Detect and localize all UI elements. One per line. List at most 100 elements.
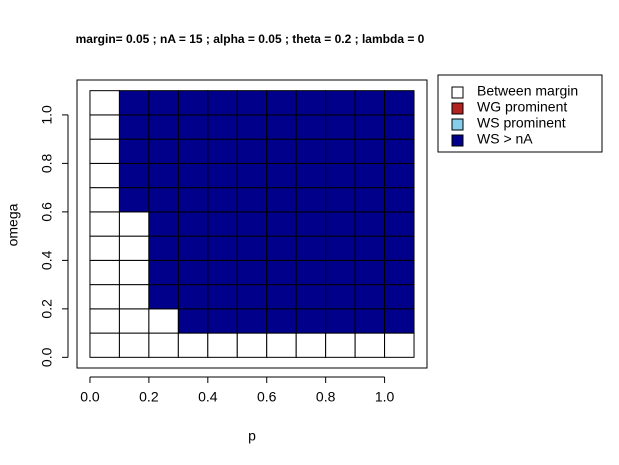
cell [207,114,238,140]
legend-label: WS > nA [477,131,533,147]
cell [354,235,386,261]
y-tick-label: 0.8 [39,153,55,173]
cell [295,259,327,286]
cell [207,235,238,261]
cell [266,90,297,116]
cell [295,308,327,334]
cell [384,308,415,334]
cell [89,138,120,164]
cell [236,162,268,189]
cell [148,138,179,164]
legend-frame [437,74,603,153]
legend-label: Between margin [477,83,578,99]
cell [89,162,120,189]
legend-swatch [451,102,464,115]
cell [384,332,415,358]
cell [148,332,179,358]
cell [354,284,386,310]
cell [295,211,327,237]
cell [148,284,179,310]
cell [118,90,150,116]
cell [266,187,297,213]
cell [295,138,327,164]
cell [295,284,327,310]
legend-label: WG prominent [477,99,567,115]
legend-swatch [451,118,464,131]
cell [177,211,209,237]
cell [177,332,209,358]
cell [325,162,356,189]
cell [207,259,238,286]
cell [177,138,209,164]
cell [148,259,179,286]
cell [325,308,356,334]
cell [207,308,238,334]
y-tick-label: 0.0 [39,347,55,367]
cell [384,90,415,116]
cell [325,211,356,237]
cell [354,187,386,213]
x-tick-label: 0.2 [139,389,159,405]
cell [148,235,179,261]
cell [89,332,120,358]
cell [325,138,356,164]
cell [177,235,209,261]
cell [177,162,209,189]
cell [266,211,297,237]
cell [236,187,268,213]
cell [295,332,327,358]
cell [354,90,386,116]
cell [177,259,209,286]
cell [354,211,386,237]
chart-title: margin= 0.05 ; nA = 15 ; alpha = 0.05 ; … [76,32,425,46]
cell [384,211,415,237]
y-tick-label: 0.6 [39,202,55,222]
cell [236,138,268,164]
cell [118,138,150,164]
cell [295,114,327,140]
cell [118,332,150,358]
x-tick-label: 0.0 [80,389,100,405]
cell [118,162,150,189]
cell [236,114,268,140]
plot-frame [76,79,428,369]
cell [236,90,268,116]
cell [266,308,297,334]
x-tick-label: 1.0 [375,389,395,405]
cell [295,235,327,261]
legend-label: WS prominent [477,115,566,131]
cell [384,259,415,286]
cell [148,162,179,189]
y-axis-label: omega [5,203,21,246]
cell [207,162,238,189]
cell [325,235,356,261]
cell [354,259,386,286]
cell [236,235,268,261]
cell [295,90,327,116]
cell [354,114,386,140]
cell [148,114,179,140]
cell [89,235,120,261]
cell [266,332,297,358]
cell [89,259,120,286]
cell [354,308,386,334]
cell [325,259,356,286]
cell [89,211,120,237]
cell [236,211,268,237]
x-tick-label: 0.6 [257,389,277,405]
cell [384,162,415,189]
cell [207,284,238,310]
cell [325,332,356,358]
cell [384,187,415,213]
cell [118,211,150,237]
cell [177,308,209,334]
cell [89,308,120,334]
cell [177,90,209,116]
legend-swatch [451,134,464,147]
cell [236,259,268,286]
y-tick-label: 0.4 [39,250,55,270]
cell [354,162,386,189]
x-tick-label: 0.4 [198,389,218,405]
cell [236,308,268,334]
